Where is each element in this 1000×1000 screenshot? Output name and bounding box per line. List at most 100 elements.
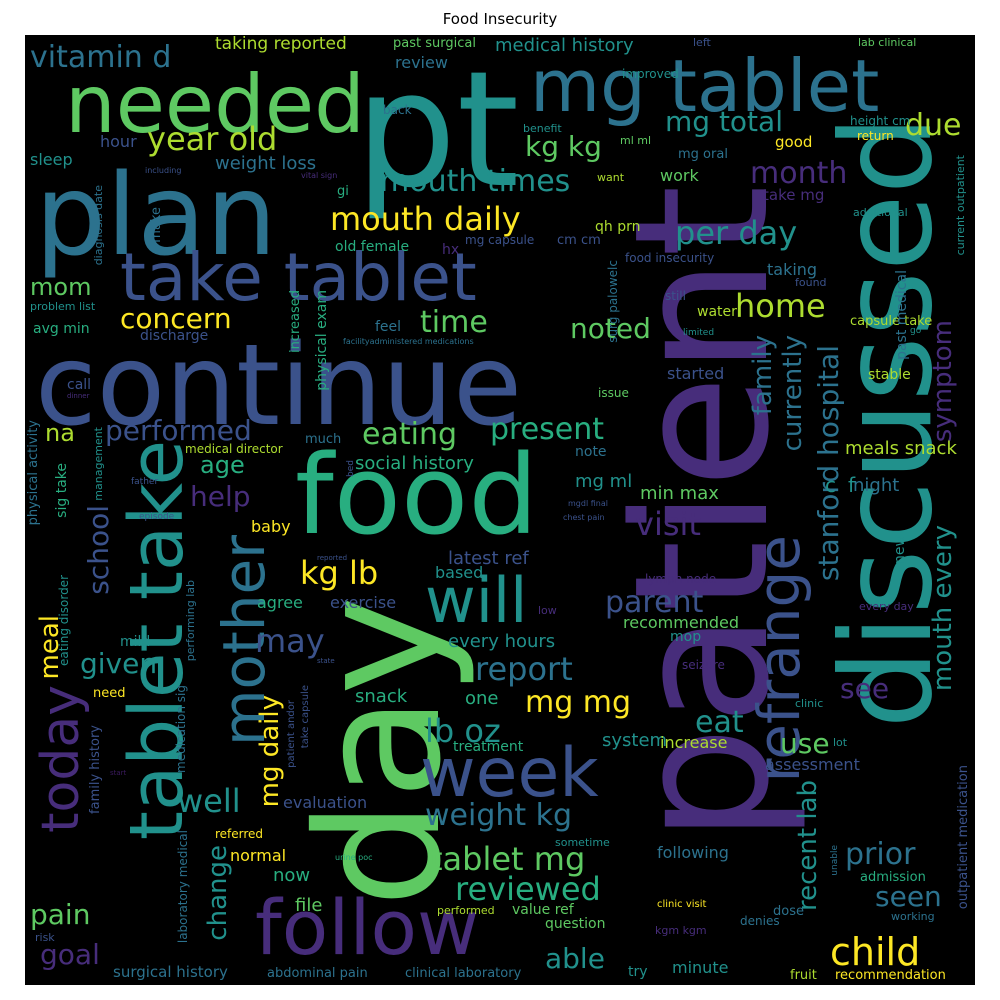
word-dose: dose: [773, 904, 804, 919]
word-mg-capsule: mg capsule: [465, 233, 535, 247]
word-issue: issue: [598, 386, 629, 400]
word-sig-take: sig take: [54, 463, 70, 518]
word-weight-loss: weight loss: [215, 153, 317, 174]
word-additional: additional: [853, 206, 908, 219]
word-mom: mom: [30, 273, 92, 301]
word-clinic: clinic: [795, 697, 824, 710]
word-unable: unable: [830, 845, 840, 876]
word-currently: currently: [778, 335, 808, 452]
word-review: review: [395, 53, 448, 72]
word-agree: agree: [257, 593, 303, 612]
word-surgical-history: surgical history: [113, 963, 228, 981]
word-physical-exam: physical exam: [314, 290, 330, 391]
word-take-mg: take mg: [763, 186, 825, 204]
word-improved: improved: [622, 67, 679, 81]
word-take-capsule: take capsule: [300, 685, 311, 749]
word-based: based: [435, 563, 484, 582]
word-recommendation: recommendation: [835, 968, 946, 983]
word-meals-snack: meals snack: [845, 438, 957, 459]
word-go: go: [910, 326, 922, 336]
word-vital-sign: vital sign: [301, 171, 338, 180]
word-past-medical: past medical: [894, 270, 910, 360]
word-food-insecurity: food insecurity: [625, 251, 715, 265]
word-hx: hx: [442, 242, 460, 258]
word-f: f: [848, 473, 856, 497]
word-one: one: [465, 688, 499, 709]
word-will: will: [425, 564, 528, 637]
word-report: report: [475, 650, 573, 688]
word-help: help: [190, 480, 251, 513]
word-mouth-every: mouth every: [928, 525, 958, 692]
word-medical-history: medical history: [495, 35, 634, 56]
word-denies: denies: [740, 914, 780, 928]
word-social-history: social history: [355, 453, 474, 474]
word-referred: referred: [215, 827, 264, 841]
word-still: still: [665, 289, 686, 303]
word-lb-oz: lb oz: [425, 712, 501, 750]
word-hour: hour: [100, 132, 137, 151]
word-now: now: [273, 865, 311, 886]
word-able: able: [545, 942, 605, 975]
word-question: question: [545, 916, 606, 932]
word-water: water: [697, 304, 737, 320]
word-benefit: benefit: [523, 122, 562, 135]
word-mg-oral: mg oral: [678, 147, 728, 162]
word-night: night: [853, 475, 900, 496]
word-normal: normal: [230, 846, 287, 865]
word-working: working: [891, 910, 935, 923]
word-eat: eat: [695, 705, 744, 740]
word-mouth-daily: mouth daily: [330, 200, 521, 238]
word-including: including: [145, 166, 182, 175]
word-change: change: [203, 845, 233, 941]
word-family: family: [748, 335, 778, 416]
word-management: management: [92, 427, 105, 501]
word-seen: seen: [875, 880, 942, 913]
word-pt: pt: [355, 36, 520, 223]
word-increase: increase: [660, 733, 728, 752]
word-continue: continue: [35, 321, 522, 451]
word-mg-daily: mg daily: [255, 695, 285, 808]
word-pain: pain: [30, 898, 91, 931]
word-current-outpatient: current outpatient: [954, 155, 967, 256]
word-medication-sig: medication sig: [174, 685, 188, 773]
word-reported: reported: [317, 554, 348, 562]
word-make: make: [149, 207, 164, 243]
word-medical-director: medical director: [185, 442, 283, 456]
word-increased: increased: [288, 290, 303, 354]
word-given: given: [80, 647, 158, 680]
word-want: want: [597, 171, 625, 184]
word-performed-1: performed: [105, 414, 252, 447]
word-every-day: every day: [859, 600, 914, 613]
word-gi: gi: [337, 184, 349, 199]
word-recommended: recommended: [623, 613, 739, 632]
word-tablet-mg: tablet mg: [430, 840, 586, 878]
word-cm-cm: cm cm: [557, 233, 601, 248]
word-performed-2: performed: [437, 904, 495, 917]
word-c: c: [825, 473, 836, 497]
word-patient-andor: patient andor: [286, 700, 297, 768]
word-low: low: [538, 604, 557, 617]
word-lab-clinical: lab clinical: [858, 36, 917, 49]
word-qh-prn: qh prn: [595, 219, 641, 235]
word-month: month: [750, 156, 848, 191]
word-vitamin-d: vitamin d: [30, 40, 172, 75]
word-urine-poc: urine poc: [335, 853, 373, 862]
word-chest-pain: chest pain: [563, 513, 605, 522]
word-sometime: sometime: [555, 836, 610, 849]
word-assessment: assessment: [765, 755, 860, 774]
word-stable: stable: [868, 367, 911, 383]
word-snack: snack: [355, 686, 408, 707]
word-performing-lab: performing lab: [184, 580, 197, 662]
word-due: due: [905, 108, 962, 143]
word-visit: visit: [635, 505, 701, 543]
word-feel: feel: [375, 319, 402, 335]
word-child: child: [830, 930, 921, 974]
word-episode: episode: [139, 512, 175, 522]
word-use: use: [780, 727, 830, 760]
word-home: home: [735, 287, 826, 325]
word-good: good: [775, 133, 813, 151]
word-min-max: min max: [640, 483, 719, 504]
word-work: work: [660, 166, 699, 185]
word-recent-lab: recent lab: [793, 780, 823, 912]
word-parent: parent: [605, 585, 704, 620]
